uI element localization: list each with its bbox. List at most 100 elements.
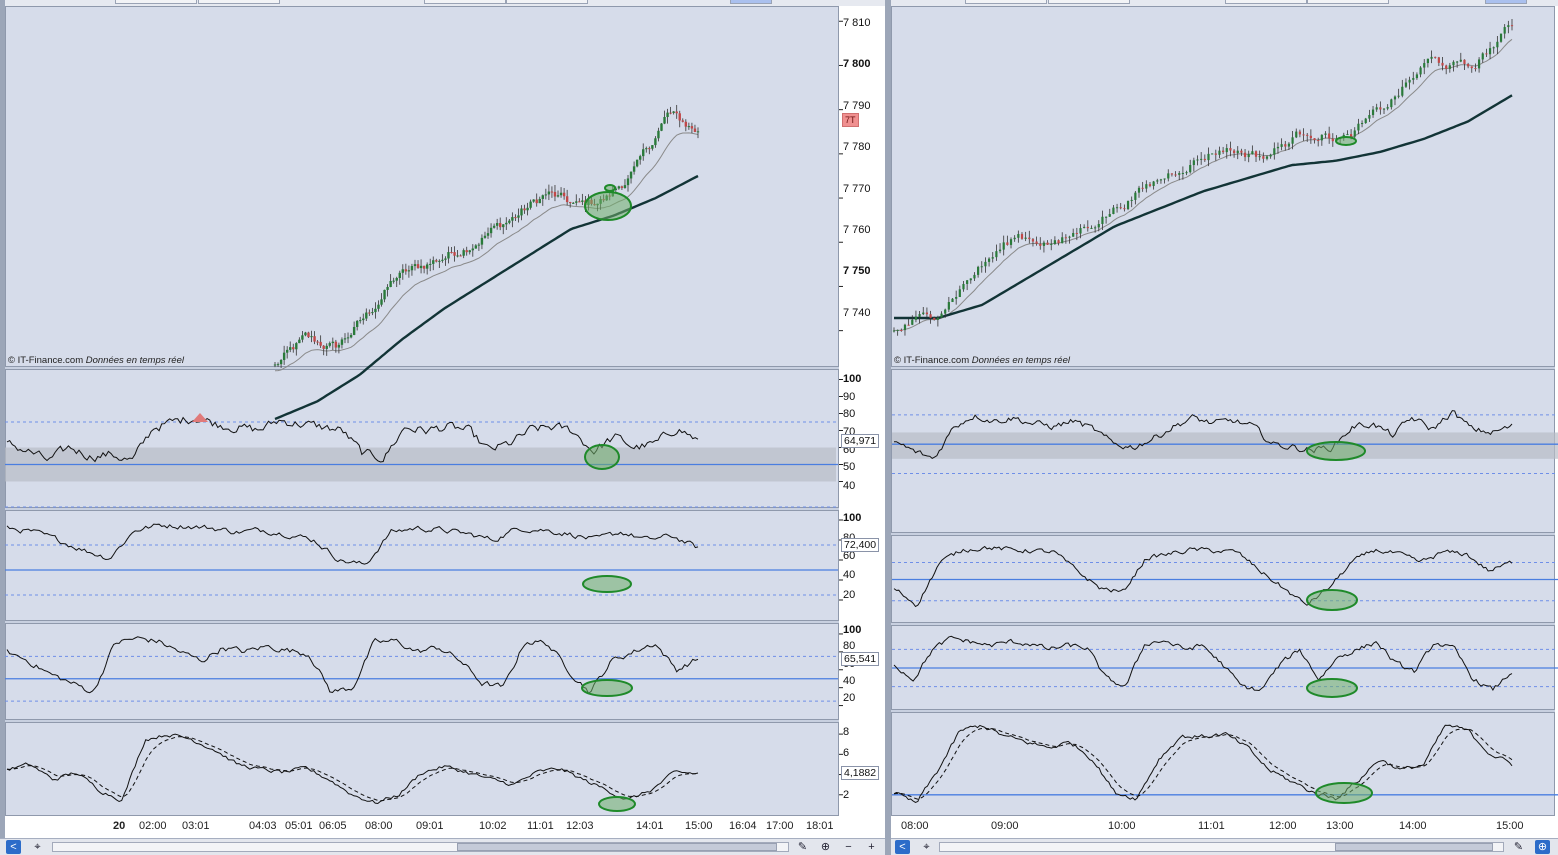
toolbar-tab[interactable] [965,0,1047,4]
left-oscillator-3-panel[interactable] [5,623,839,720]
draw-tool-icon[interactable]: ✎ [1513,841,1524,853]
candle-body [1192,160,1195,166]
ind3-tick: 80 [843,640,856,652]
candle-body [532,199,535,202]
left-horizontal-scrollbar[interactable] [52,842,789,852]
candle-body [352,326,356,335]
candle-body [544,194,548,196]
zoom-fit-icon[interactable]: ⊕ [1535,840,1550,854]
candle-body [550,191,554,193]
toolbar-tab[interactable] [1225,0,1307,4]
right-time-label: 12:00 [1269,820,1297,832]
candle-body [1009,239,1013,245]
candle-body [1148,184,1152,186]
candle-body [1488,48,1492,55]
scroll-thumb[interactable] [457,843,777,851]
left-oscillator-1-panel[interactable] [5,369,839,508]
left-time-label: 20 [113,820,126,832]
candle-body [429,263,432,265]
toolbar-tab[interactable] [1048,0,1130,4]
right-oscillator-4-panel[interactable] [891,712,1555,816]
annotation-ellipse [1306,589,1358,611]
candle-body [392,280,395,282]
candle-body [1382,108,1386,110]
ind1-tick: 90 [843,391,856,403]
candle-body [435,260,438,262]
scroll-thumb[interactable] [1335,843,1493,851]
left-time-label: 03:01 [182,820,210,832]
candle-body [1423,63,1426,68]
candle-body [687,126,691,128]
right-osc4-signal-line [893,727,1513,800]
candle-body [483,235,487,238]
candle-body [471,248,475,251]
candle-body [1222,150,1225,153]
window-splitter[interactable] [885,0,891,855]
draw-tool-icon[interactable]: ✎ [797,841,808,853]
candle-body [1170,173,1174,175]
candle-body [1068,236,1071,238]
candle-body [1368,115,1371,119]
toolbar-tab[interactable] [198,0,280,4]
candle-body [678,113,681,121]
candle-body [1390,99,1393,108]
toolbar-tab[interactable] [1307,0,1389,4]
candle-body [541,195,544,199]
zoom-in-icon[interactable]: + [868,841,875,853]
left-price-tick: 7 750 [843,265,871,277]
candle-body [1481,53,1484,60]
candle-body [969,278,972,281]
toolbar-toggle[interactable] [730,0,772,4]
zoom-fit-icon[interactable]: ⊕ [820,841,831,853]
toolbar-toggle[interactable] [1485,0,1527,4]
left-time-label: 06:05 [319,820,347,832]
annotation-ellipse [1335,136,1357,146]
candle-body [1386,107,1389,109]
ind2-tick: 100 [843,512,862,524]
candle-body [1178,173,1181,175]
left-price-panel[interactable] [5,6,839,367]
candle-body [1269,154,1272,157]
candle-body [514,217,517,219]
candle-body [1017,234,1020,238]
right-osc2-line [893,545,1513,608]
candle-body [1346,134,1349,136]
candle-body [966,280,969,284]
ind4-tick: 2 [843,789,850,801]
candle-body [1273,148,1276,155]
candle-body [1404,82,1408,87]
candle-body [468,250,471,253]
right-osc1-line [894,410,1513,460]
left-oscillator-2-panel[interactable] [5,510,839,621]
share-icon[interactable]: < [6,840,21,854]
candle-body [1211,153,1214,155]
left-time-label: 02:00 [139,820,167,832]
candle-body [282,352,286,360]
candle-body [940,313,943,318]
candle-body [1477,59,1481,69]
candle-body [273,364,277,366]
candle-body [343,338,347,340]
candle-body [1137,187,1141,193]
candle-body [614,188,618,191]
candle-body [1094,227,1097,229]
cursor-tool-icon[interactable]: ⌖ [923,841,930,853]
ind3-value-box: 65,541 [841,652,880,666]
candle-body [474,245,478,249]
candle-body [1434,56,1437,58]
toolbar-tab[interactable] [424,0,506,4]
candle-body [1291,137,1294,144]
share-icon[interactable]: < [895,840,910,854]
right-horizontal-scrollbar[interactable] [939,842,1504,852]
candle-body [304,332,307,336]
zoom-out-icon[interactable]: − [845,841,852,853]
cursor-tool-icon[interactable]: ⌖ [34,841,41,853]
toolbar-tab[interactable] [115,0,197,4]
left-oscillator-4-panel[interactable] [5,722,839,816]
candle-body [371,312,374,314]
toolbar-tab[interactable] [506,0,588,4]
candle-body [1031,239,1035,242]
left-price-tick: 7 760 [843,224,871,236]
candle-body [1181,172,1184,174]
candle-body [398,272,401,278]
